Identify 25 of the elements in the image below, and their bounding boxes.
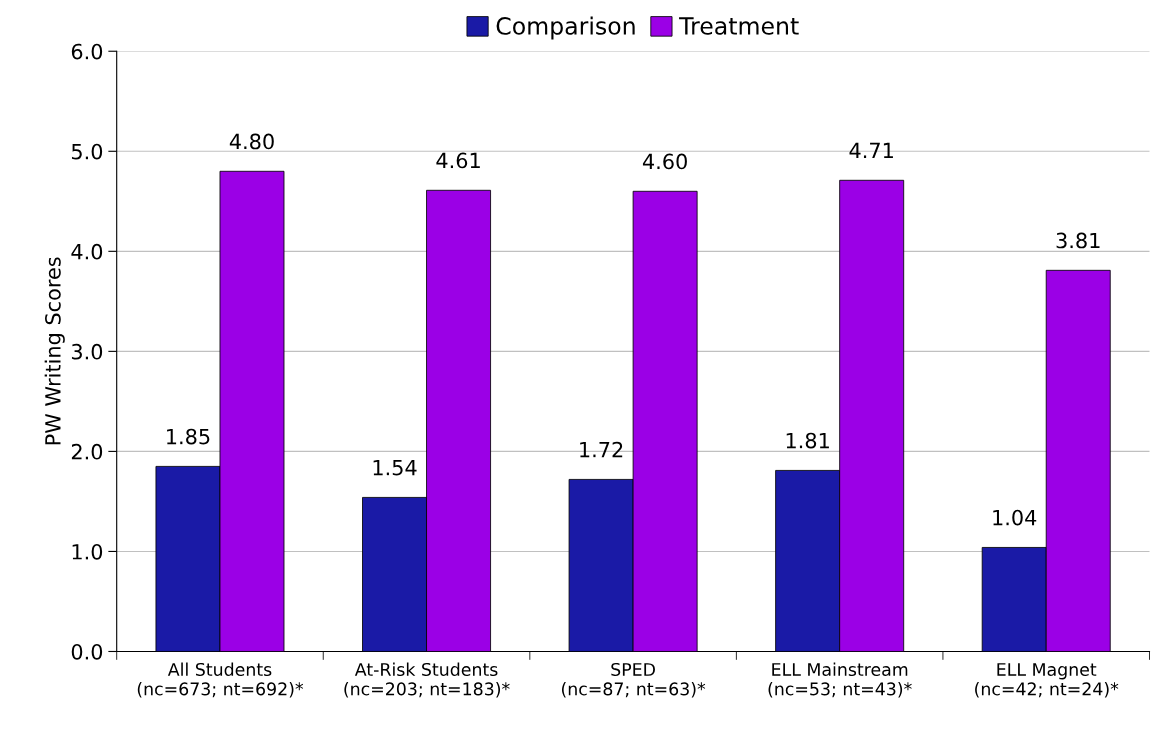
x-tick-label: SPED (nc=87; nt=63)*	[561, 662, 706, 698]
y-axis-title: PW Writing Scores	[44, 257, 65, 445]
legend-label: Comparison	[496, 16, 635, 40]
x-tick-label: ELL Magnet (nc=42; nt=24)*	[975, 663, 1119, 698]
data-label: 4.80	[229, 133, 274, 150]
data-label: 1.54	[373, 459, 417, 476]
data-label: 4.71	[849, 142, 893, 159]
data-label: 3.81	[1056, 232, 1100, 249]
y-tick-label: 6.0	[71, 43, 103, 60]
x-tick-label: ELL Mainstream (nc=53; nt=43)*	[768, 662, 912, 698]
y-tick-label: 5.0	[71, 143, 103, 160]
data-label: 1.04	[993, 509, 1037, 526]
x-tick-label: At-Risk Students (nc=203; nt=183)*	[344, 662, 510, 698]
data-label: 4.60	[642, 153, 687, 170]
data-label: 1.72	[580, 441, 623, 458]
data-label: 1.85	[167, 428, 210, 445]
y-tick-label: 2.0	[71, 443, 103, 460]
data-label: 1.81	[786, 432, 829, 449]
y-tick-label: 0.0	[71, 643, 103, 660]
y-tick-label: 1.0	[72, 543, 103, 560]
legend-label: Treatment	[679, 17, 799, 35]
y-tick-label: 4.0	[71, 243, 103, 260]
x-tick-label: All Students (nc=673; nt=692)*	[137, 662, 304, 698]
y-tick-label: 3.0	[71, 343, 103, 360]
data-label: 4.61	[436, 152, 480, 169]
